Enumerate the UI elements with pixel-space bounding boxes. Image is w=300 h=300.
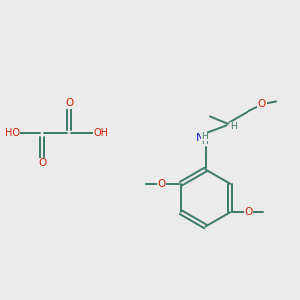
Text: O: O (244, 207, 252, 217)
Text: O: O (65, 98, 73, 109)
Text: O: O (258, 99, 266, 110)
Text: H: H (201, 136, 208, 146)
Text: H: H (201, 132, 208, 141)
Text: O: O (157, 179, 165, 189)
Text: O: O (38, 158, 46, 169)
Text: HO: HO (4, 128, 20, 139)
Text: N: N (196, 133, 204, 143)
Text: OH: OH (93, 128, 108, 139)
Text: H: H (230, 122, 237, 131)
